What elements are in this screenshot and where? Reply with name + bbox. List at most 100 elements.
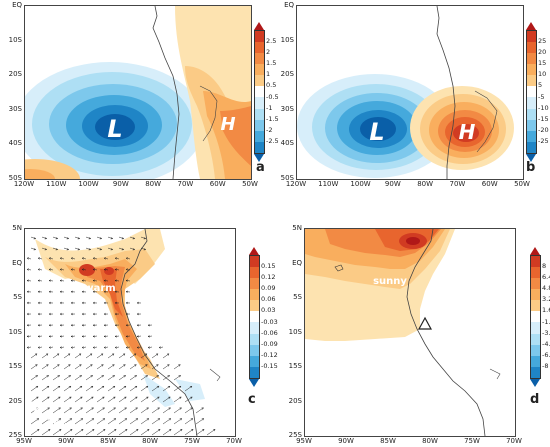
wind-vector-head: [59, 301, 62, 305]
wind-vector: [162, 364, 170, 370]
wind-vector: [195, 407, 204, 414]
wind-vector: [52, 429, 62, 436]
wind-vector-head: [114, 257, 118, 260]
colorbar-segment: [255, 119, 264, 131]
colorbar-segment: [255, 141, 264, 153]
wind-vector-head: [113, 418, 117, 421]
wind-vector-head: [201, 407, 204, 410]
wind-vector: [30, 429, 40, 436]
colorbar-segment: [255, 64, 264, 76]
wind-vector-head: [79, 375, 83, 378]
lat-tick-label: 20S: [280, 70, 294, 79]
wind-vector: [184, 418, 193, 425]
wind-vector-head: [112, 385, 116, 389]
wind-vector-head: [103, 290, 106, 293]
wind-vector: [151, 407, 160, 414]
wind-vector: [63, 375, 71, 381]
wind-vector-head: [33, 248, 37, 251]
colorbar-segment: [527, 86, 536, 98]
panel-a-colorbar: [254, 30, 265, 154]
wind-vector: [85, 247, 91, 250]
wind-vector-head: [81, 429, 84, 432]
wind-vector: [104, 346, 109, 348]
lon-tick-label: 90W: [58, 437, 74, 445]
wind-vector: [107, 396, 116, 403]
wind-vector: [93, 346, 98, 348]
wind-vector-head: [190, 396, 193, 399]
wind-vector-head: [92, 257, 96, 260]
wind-vector-head: [103, 279, 106, 282]
wind-vector: [82, 257, 87, 260]
lon-tick-label: 80W: [142, 437, 158, 445]
wind-vector: [129, 429, 139, 436]
wind-vector-head: [178, 375, 182, 378]
colorbar-tick-label: 0.09: [261, 284, 276, 293]
wind-vector-head: [122, 353, 126, 356]
wind-vector-head: [123, 375, 127, 378]
wind-vector-head: [103, 257, 107, 260]
wind-vector: [41, 353, 49, 359]
wind-vector: [118, 375, 126, 381]
wind-vector-head: [101, 364, 104, 367]
wind-vector-head: [92, 268, 96, 271]
wind-vector-head: [147, 429, 150, 432]
wind-vector-head: [189, 385, 193, 389]
wind-vector-head: [44, 248, 48, 251]
wind-vector: [85, 385, 94, 392]
wind-vector-head: [101, 385, 105, 389]
wind-vector: [140, 396, 149, 403]
wind-vector-head: [37, 257, 41, 260]
colorbar-segment: [531, 289, 540, 301]
lat-tick-label: 10S: [280, 35, 294, 44]
panel-d-colorbar: [530, 255, 541, 379]
panel-b-map: L H: [296, 5, 524, 180]
wind-vector-head: [213, 429, 216, 432]
wind-vector-head: [79, 364, 82, 367]
wind-vector: [85, 407, 94, 414]
colorbar-max-arrow: [249, 247, 259, 255]
wind-vector: [151, 396, 160, 403]
wind-vector-head: [103, 268, 107, 271]
colorbar-tick-label: -0.15: [261, 361, 278, 370]
colorbar-min-arrow: [249, 379, 259, 387]
wind-vector-head: [48, 257, 52, 260]
wind-vector-head: [114, 429, 117, 432]
wind-vector-head: [69, 418, 73, 421]
colorbar-segment: [531, 267, 540, 279]
wind-vector: [71, 346, 76, 348]
wind-vector-head: [133, 353, 137, 356]
panel-c-label: c: [248, 392, 256, 407]
wind-vector: [63, 353, 71, 359]
wind-vector-head: [136, 335, 139, 338]
wind-vector: [107, 353, 115, 359]
wind-vector: [96, 396, 105, 403]
wind-vector-head: [155, 353, 159, 356]
warm-annotation: warm: [84, 283, 115, 294]
wind-vector-head: [100, 353, 104, 356]
wind-vector-head: [178, 385, 182, 389]
wind-vector-head: [68, 364, 71, 367]
wind-vector-head: [48, 323, 51, 327]
wind-vector-head: [180, 429, 183, 432]
wind-vector: [118, 353, 126, 359]
colorbar-segment: [255, 31, 264, 43]
wind-vector: [151, 429, 161, 436]
lat-tick-label: 30S: [280, 104, 294, 113]
colorbar-tick-label: -8: [542, 361, 549, 370]
colorbar-segment: [531, 366, 540, 378]
lon-tick-label: 90W: [112, 180, 129, 188]
wind-vector: [129, 418, 138, 425]
wind-vector-head: [114, 335, 117, 338]
colorbar-segment: [527, 64, 536, 76]
wind-vector: [140, 418, 149, 425]
wind-vector-head: [114, 323, 117, 327]
wind-vector-head: [124, 418, 128, 421]
wind-vector-head: [135, 418, 139, 421]
wind-vector: [118, 247, 124, 250]
wind-vector-head: [55, 248, 59, 251]
wind-vector-head: [144, 353, 148, 356]
lon-tick-label: 95W: [296, 437, 312, 445]
wind-vector: [63, 236, 69, 239]
colorbar-tick-label: 1.6: [542, 306, 550, 315]
wind-vector: [85, 236, 91, 239]
